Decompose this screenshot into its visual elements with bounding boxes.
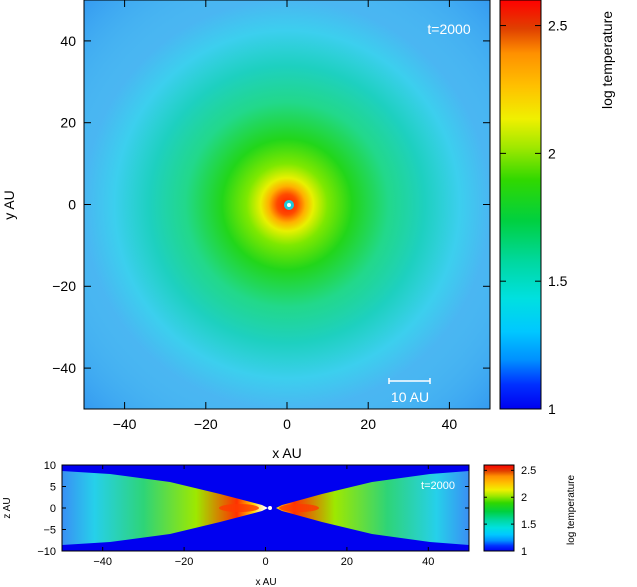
face-on-colorbar-tick-label: 2 (548, 145, 556, 161)
edge-on-y-tick-label: 0 (50, 503, 56, 515)
face-on-x-tick-label: 0 (283, 416, 291, 432)
edge-on-x-tick-label: 40 (422, 556, 434, 568)
face-on-y-tick-label: 20 (60, 115, 76, 131)
face-on-panel: −40 −20 0 20 40 −40 −20 0 20 40 t=2000 10 AU x AU… (1, 0, 615, 461)
edge-on-y-axis-label: z AU (2, 497, 13, 518)
edge-on-colorbar-frame (483, 464, 515, 552)
face-on-y-tick-label: 40 (60, 33, 76, 49)
face-on-colorbar-frame (499, 0, 542, 410)
face-on-colorbar (500, 0, 541, 409)
face-on-x-tick-label: −40 (113, 416, 137, 432)
face-on-colorbar-tick-label: 1 (548, 401, 556, 417)
edge-on-y-tick-label: 10 (44, 460, 56, 472)
face-on-colorbar-ticks: 1 1.5 2 2.5 (500, 17, 568, 417)
edge-on-colorbar-tick-label: 1.5 (521, 519, 536, 531)
central-star (287, 203, 291, 207)
edge-on-x-axis-label: x AU (255, 577, 276, 587)
face-on-time-label: t=2000 (427, 21, 470, 37)
edge-on-x-tick-label: 20 (341, 556, 353, 568)
face-on-y-tick-label: −40 (52, 360, 76, 376)
face-on-colorbar-label: log temperature (599, 11, 615, 109)
face-on-colorbar-tick-label: 2.5 (548, 17, 568, 33)
disk-flare (62, 471, 469, 545)
edge-on-x-tick-label: 0 (262, 556, 268, 568)
face-on-x-tick-label: 20 (360, 416, 376, 432)
edge-on-x-tick-label: −20 (175, 556, 194, 568)
edge-on-y-tick-label: −10 (37, 546, 56, 558)
hot-region-left (219, 504, 259, 512)
edge-on-colorbar-tick-label: 2.5 (521, 465, 536, 477)
edge-on-ticks: −40 −20 0 20 40 −10 −5 0 5 10 (37, 460, 469, 568)
edge-on-central-star (268, 506, 272, 510)
face-on-y-tick-label: 0 (68, 196, 76, 212)
edge-on-time-label: t=2000 (421, 480, 455, 492)
hot-region-right (279, 504, 319, 512)
edge-on-colorbar-tick-label: 1 (521, 546, 527, 558)
face-on-colorbar-tick-label: 1.5 (548, 273, 568, 289)
edge-on-y-tick-label: 5 (50, 481, 56, 493)
edge-on-colorbar-label: log temperature (566, 475, 577, 545)
face-on-heatmap (84, 0, 490, 409)
face-on-x-tick-label: −20 (194, 416, 218, 432)
edge-on-colorbar (484, 465, 514, 551)
edge-on-colorbar-tick-label: 2 (521, 492, 527, 504)
edge-on-heatmap (62, 465, 469, 551)
edge-on-colorbar-ticks: 1 1.5 2 2.5 (484, 465, 536, 558)
face-on-y-tick-label: −20 (52, 278, 76, 294)
edge-on-y-tick-label: −5 (43, 524, 56, 536)
face-on-x-axis-label: x AU (272, 445, 302, 461)
scale-bar-label: 10 AU (391, 389, 429, 405)
face-on-ticks: −40 −20 0 20 40 −40 −20 0 20 40 (52, 0, 490, 432)
face-on-x-tick-label: 40 (442, 416, 458, 432)
edge-on-x-tick-label: −40 (93, 556, 112, 568)
face-on-y-axis-label: y AU (1, 190, 17, 220)
